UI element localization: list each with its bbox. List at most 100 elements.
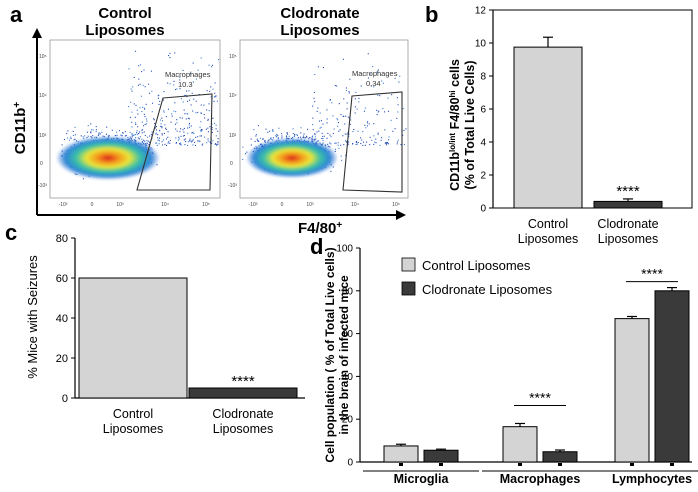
a-event-dot — [313, 97, 315, 99]
d-significance: **** — [529, 389, 551, 405]
a-event-dot — [214, 92, 216, 94]
a-event-dot — [134, 134, 136, 136]
a-event-dot — [155, 142, 157, 144]
a-event-dot — [116, 131, 118, 133]
a-event-dot — [120, 134, 122, 136]
a-event-dot — [364, 124, 366, 126]
a-event-dot — [396, 97, 398, 99]
a-event-dot — [213, 100, 215, 102]
a-event-dot — [207, 127, 209, 129]
a-event-dot — [141, 138, 143, 140]
a-event-dot — [377, 94, 379, 96]
a-event-dot — [297, 137, 299, 139]
a-event-dot — [330, 143, 332, 145]
a-event-dot — [144, 135, 146, 137]
a-event-dot — [211, 129, 213, 131]
a-event-dot — [343, 144, 345, 146]
a-event-dot — [275, 135, 277, 137]
a-event-dot — [210, 86, 212, 88]
a-event-dot — [343, 115, 345, 117]
d-xtick-mark — [439, 463, 443, 466]
a-event-dot — [312, 124, 314, 126]
a-event-dot — [387, 97, 389, 99]
a-event-dot — [345, 140, 347, 142]
a-event-dot — [207, 119, 209, 121]
a-plot1-xtick: 10³ — [116, 202, 124, 208]
a-event-dot — [306, 136, 308, 138]
a-event-dot — [197, 140, 199, 142]
a-event-dot — [179, 76, 181, 78]
a-event-dot — [175, 142, 177, 144]
panel-b-chart: 024681012ControlLiposomesClodronateLipos… — [475, 6, 693, 246]
a-event-dot — [116, 134, 118, 136]
a-event-dot — [157, 139, 159, 141]
a-event-dot — [133, 76, 135, 78]
a-event-dot — [376, 114, 378, 116]
a-event-dot — [175, 111, 177, 113]
a-event-dot — [402, 134, 404, 136]
a-plot1-title-line2: Liposomes — [85, 22, 164, 39]
a-event-dot — [388, 136, 390, 138]
a-event-dot — [169, 57, 171, 59]
a-event-dot — [131, 136, 133, 138]
a-plot1-ytick: 10⁴ — [39, 93, 47, 99]
a-event-dot — [178, 136, 180, 138]
a-event-dot — [373, 86, 375, 88]
a-event-dot — [369, 136, 371, 138]
a-event-dot — [292, 128, 294, 130]
a-event-dot — [340, 155, 342, 157]
a-event-dot — [253, 129, 255, 131]
a-event-dot — [158, 103, 160, 105]
a-plot2-ytick: 10³ — [229, 133, 237, 139]
a-x-arrowhead-icon — [396, 210, 406, 220]
a-event-dot — [200, 121, 202, 123]
a-event-dot — [215, 143, 217, 145]
a-event-dot — [330, 136, 332, 138]
a-event-dot — [157, 95, 159, 97]
a-event-dot — [135, 50, 137, 52]
a-event-dot — [90, 131, 92, 133]
a-event-dot — [322, 135, 324, 137]
a-event-dot — [80, 135, 82, 137]
a-plot2-xtick: 10⁴ — [351, 202, 359, 208]
a-event-dot — [190, 104, 192, 106]
a-event-dot — [167, 131, 169, 133]
a-event-dot — [269, 130, 271, 132]
a-event-dot — [285, 135, 287, 137]
a-event-dot — [173, 110, 175, 112]
d-legend-swatch-control — [401, 257, 416, 272]
a-event-dot — [292, 137, 294, 139]
a-event-dot — [192, 140, 194, 142]
a-event-dot — [170, 121, 172, 123]
a-y-arrowhead-icon — [32, 28, 42, 38]
a-event-dot — [344, 123, 346, 125]
a-event-dot — [277, 135, 279, 137]
a-event-dot — [91, 129, 93, 131]
a-event-dot — [149, 135, 151, 137]
a-event-dot — [82, 178, 84, 180]
a-event-dot — [152, 102, 154, 104]
a-event-dot — [161, 117, 163, 119]
a-event-dot — [197, 136, 199, 138]
a-event-dot — [135, 104, 137, 106]
a-event-dot — [388, 139, 390, 141]
a-event-dot — [311, 136, 313, 138]
a-event-dot — [186, 113, 188, 115]
b-ylabel-line2: (% of Total Live Cells) — [463, 61, 477, 190]
a-event-dot — [185, 118, 187, 120]
a-event-dot — [199, 126, 201, 128]
a-event-dot — [190, 140, 192, 142]
a-event-dot — [187, 117, 189, 119]
a-event-dot — [193, 133, 195, 135]
a-event-dot — [368, 123, 370, 125]
a-event-dot — [161, 141, 163, 143]
a-event-dot — [214, 122, 216, 124]
a-event-dot — [187, 144, 189, 146]
a-event-dot — [203, 104, 205, 106]
a-event-dot — [90, 123, 92, 125]
a-event-dot — [132, 86, 134, 88]
a-event-dot — [137, 126, 139, 128]
a-event-dot — [217, 143, 219, 145]
a-event-dot — [158, 140, 160, 142]
d-category-label: Lymphocytes — [612, 472, 692, 486]
